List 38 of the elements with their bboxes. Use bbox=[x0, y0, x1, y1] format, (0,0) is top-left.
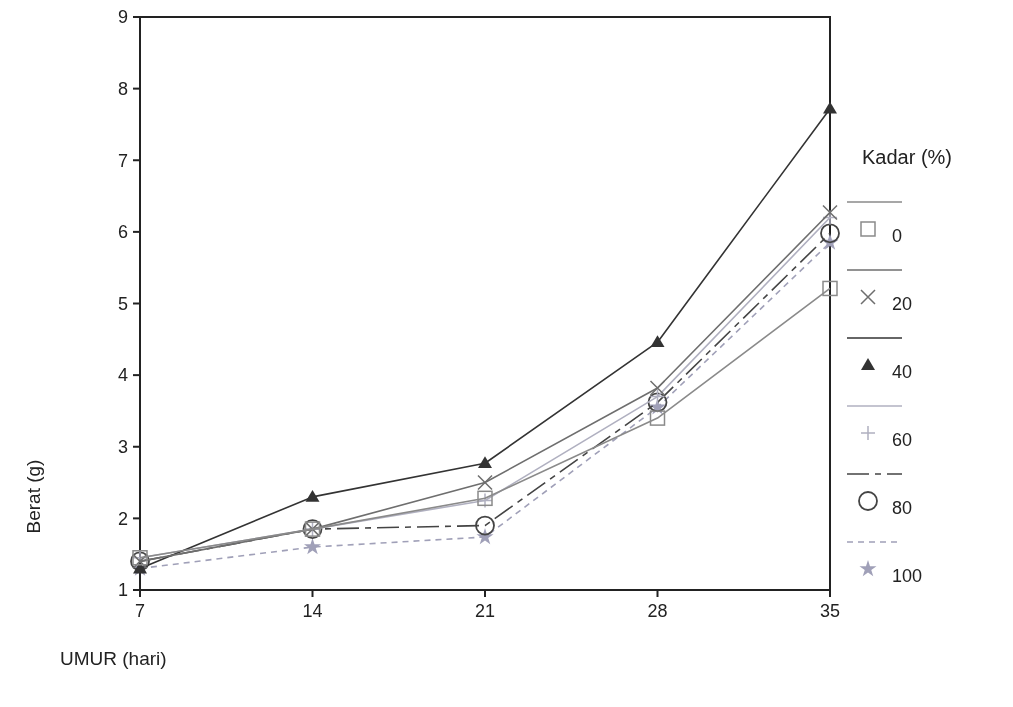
y-tick-label: 6 bbox=[117, 222, 128, 243]
x-tick-label: 28 bbox=[647, 601, 668, 621]
point bbox=[650, 335, 665, 348]
point bbox=[823, 101, 837, 114]
legend-label: 0 bbox=[892, 226, 903, 246]
legend-label: 60 bbox=[892, 430, 913, 450]
y-tick-label: 8 bbox=[117, 78, 128, 99]
y-tick-label: 1 bbox=[117, 580, 128, 601]
point bbox=[305, 489, 320, 502]
y-tick-label: 5 bbox=[117, 293, 128, 314]
y-axis-title: Berat (g) bbox=[23, 459, 44, 534]
point bbox=[822, 204, 838, 221]
y-tick-label: 4 bbox=[117, 365, 128, 386]
point bbox=[649, 410, 666, 426]
x-axis-title: UMUR (hari) bbox=[60, 648, 167, 669]
y-tick-label: 7 bbox=[117, 150, 128, 171]
x-tick-label: 7 bbox=[134, 601, 146, 621]
legend-label: 100 bbox=[892, 566, 923, 586]
point bbox=[477, 474, 493, 491]
point bbox=[822, 280, 838, 297]
point bbox=[820, 223, 840, 244]
legend-label: 80 bbox=[892, 498, 913, 518]
point bbox=[475, 515, 495, 536]
legend-title: Kadar (%) bbox=[862, 146, 953, 168]
x-tick-label: 35 bbox=[819, 601, 841, 621]
y-tick-label: 2 bbox=[117, 508, 128, 529]
x-tick-label: 14 bbox=[302, 601, 323, 621]
point bbox=[303, 538, 322, 555]
point bbox=[476, 528, 494, 545]
x-tick-label: 21 bbox=[474, 601, 496, 621]
point bbox=[478, 456, 492, 469]
point bbox=[649, 388, 666, 405]
y-tick-label: 3 bbox=[117, 437, 128, 458]
legend-label: 40 bbox=[892, 362, 913, 382]
point bbox=[649, 380, 666, 396]
point bbox=[647, 392, 668, 413]
legend-label: 20 bbox=[892, 294, 913, 314]
y-tick-label: 9 bbox=[117, 7, 128, 28]
